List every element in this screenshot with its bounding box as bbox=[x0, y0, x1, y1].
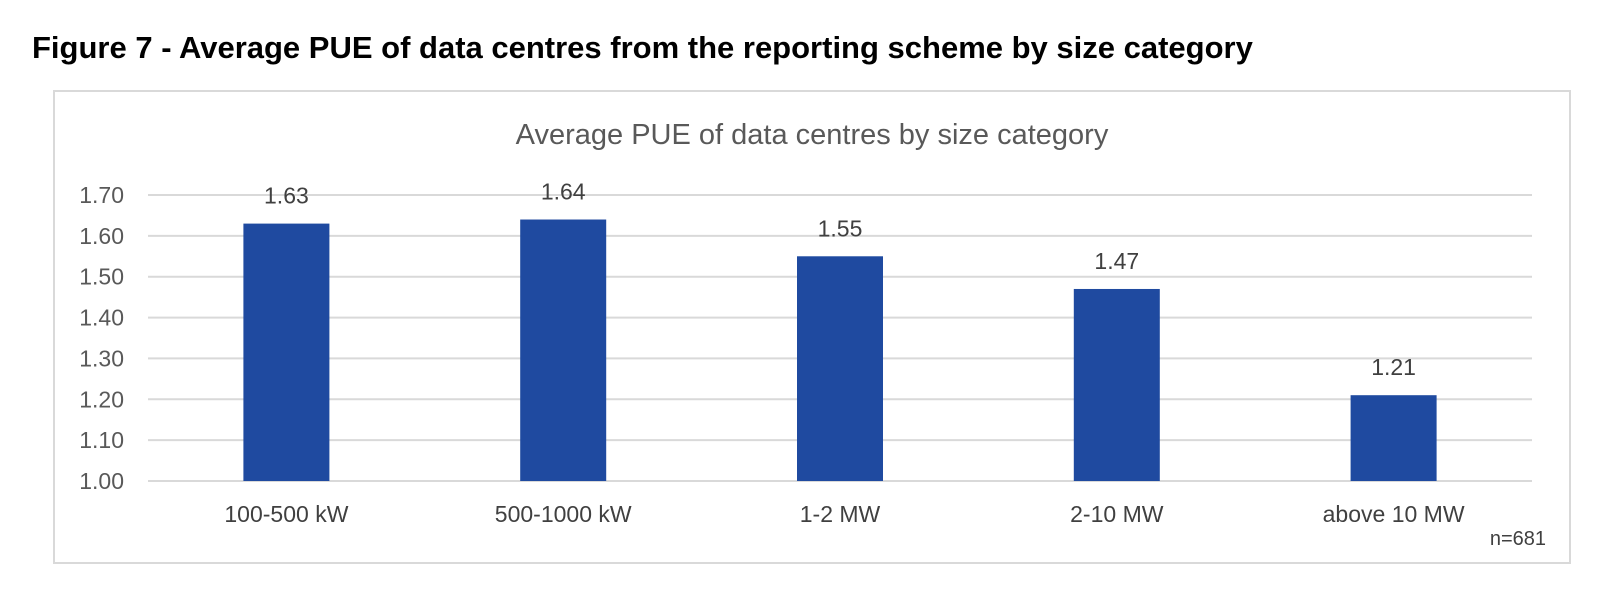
x-category-label: 100-500 kW bbox=[224, 501, 348, 527]
y-tick-label: 1.10 bbox=[79, 427, 124, 453]
y-tick-label: 1.30 bbox=[79, 345, 124, 371]
x-category-label: 1-2 MW bbox=[800, 501, 881, 527]
chart-title: Average PUE of data centres by size cate… bbox=[516, 119, 1109, 151]
data-label: 1.55 bbox=[818, 215, 863, 241]
y-tick-label: 1.20 bbox=[79, 386, 124, 412]
y-tick-label: 1.00 bbox=[79, 468, 124, 494]
x-category-label: 2-10 MW bbox=[1070, 501, 1164, 527]
sample-size-note: n=681 bbox=[1490, 528, 1546, 550]
bar bbox=[1350, 395, 1437, 481]
y-tick-label: 1.70 bbox=[79, 182, 124, 208]
bar bbox=[1073, 288, 1160, 481]
data-label: 1.21 bbox=[1371, 354, 1416, 380]
x-axis: 100-500 kW 500-1000 kW 1-2 MW 2-10 MW above … bbox=[224, 501, 1464, 527]
data-label: 1.64 bbox=[541, 179, 586, 205]
y-tick-label: 1.40 bbox=[79, 305, 124, 331]
data-label: 1.47 bbox=[1094, 248, 1139, 274]
x-category-label: above 10 MW bbox=[1323, 501, 1465, 527]
y-tick-label: 1.50 bbox=[79, 264, 124, 290]
y-tick-label: 1.60 bbox=[79, 223, 124, 249]
data-label: 1.63 bbox=[264, 183, 309, 209]
bars: 1.63 1.64 1.55 1.47 1.21 bbox=[243, 179, 1437, 481]
bar bbox=[797, 256, 883, 481]
x-category-label: 500-1000 kW bbox=[495, 501, 632, 527]
y-axis: 1.00 1.10 1.20 1.30 1.40 1.50 1.60 1.70 bbox=[79, 182, 124, 494]
bar bbox=[520, 219, 607, 481]
bar bbox=[243, 223, 330, 481]
figure-caption: Figure 7 - Average PUE of data centres f… bbox=[32, 30, 1253, 65]
